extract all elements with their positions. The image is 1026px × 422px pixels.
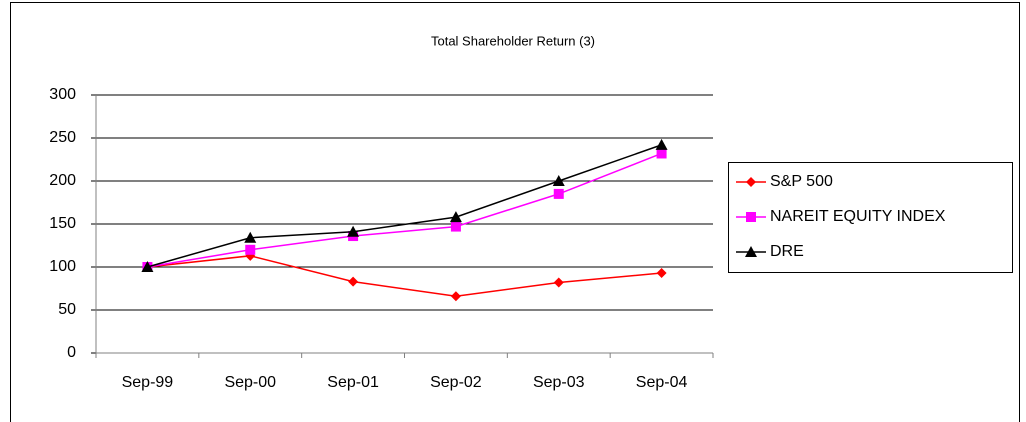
- marker: [746, 212, 756, 222]
- marker: [348, 276, 359, 287]
- chart-title: Total Shareholder Return (3): [431, 33, 595, 48]
- y-tick-label: 0: [67, 344, 76, 361]
- legend-label: DRE: [770, 243, 804, 260]
- marker: [450, 221, 461, 232]
- legend-label: S&P 500: [770, 173, 833, 190]
- marker: [553, 188, 564, 199]
- marker: [245, 244, 256, 255]
- series-line: [147, 144, 662, 268]
- marker: [553, 277, 564, 288]
- x-tick-label: Sep-04: [636, 374, 688, 391]
- series-line: [147, 255, 662, 297]
- y-tick-label: 200: [49, 172, 76, 189]
- y-tick-label: 250: [49, 129, 76, 146]
- marker: [141, 261, 154, 272]
- marker: [746, 177, 756, 187]
- x-tick-label: Sep-00: [224, 374, 276, 391]
- marker: [347, 225, 360, 237]
- x-tick-label: Sep-01: [327, 374, 379, 391]
- marker: [450, 291, 461, 302]
- legend-label: NAREIT EQUITY INDEX: [770, 208, 946, 225]
- marker: [655, 138, 668, 150]
- marker: [745, 246, 757, 257]
- x-tick-label: Sep-02: [430, 374, 482, 391]
- marker: [449, 211, 462, 223]
- y-tick-label: 100: [49, 258, 76, 275]
- x-tick-label: Sep-99: [122, 374, 174, 391]
- x-tick-label: Sep-03: [533, 374, 585, 391]
- series-line: [147, 152, 662, 268]
- y-tick-label: 50: [58, 301, 76, 318]
- chart-border: [10, 2, 1020, 422]
- marker: [552, 175, 565, 186]
- marker: [656, 148, 667, 159]
- marker: [656, 268, 667, 279]
- legend-box: [728, 162, 1013, 273]
- y-tick-label: 300: [49, 86, 76, 103]
- y-tick-label: 150: [49, 215, 76, 232]
- marker: [244, 231, 257, 243]
